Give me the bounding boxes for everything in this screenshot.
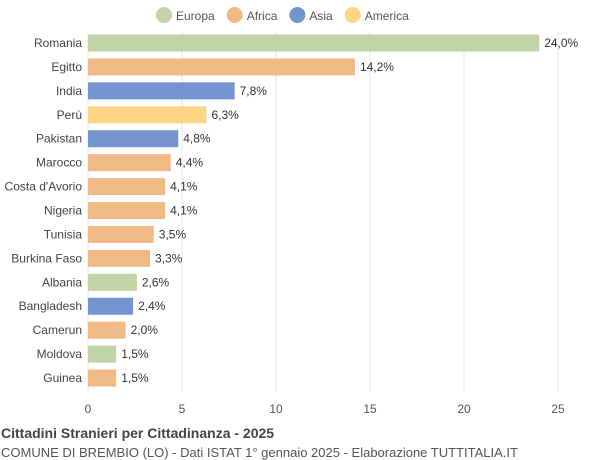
value-label: 1,5% [121, 347, 149, 361]
bar-chart: 0 5 10 15 20 25 Romania 24,0% Egitto 14,2% India 7,… [5, 7, 579, 416]
chart-subtitle: COMUNE DI BREMBIO (LO) - Dati ISTAT 1° g… [1, 445, 518, 460]
bar [88, 130, 179, 148]
value-label: 4,1% [170, 180, 198, 194]
value-label: 2,6% [142, 275, 170, 289]
value-label: 6,3% [211, 108, 239, 122]
category-label: Tunisia [44, 227, 83, 241]
x-tick-label: 15 [363, 402, 377, 416]
bar [88, 369, 117, 387]
x-tick-label: 5 [179, 402, 186, 416]
category-label: Burkina Faso [11, 251, 82, 265]
legend-swatch [156, 7, 172, 23]
bar [88, 321, 126, 339]
category-label: Romania [34, 36, 82, 50]
value-label: 4,1% [170, 204, 198, 218]
bar [88, 297, 134, 315]
value-label: 3,3% [155, 251, 183, 265]
x-tick-label: 0 [85, 402, 92, 416]
bar [88, 154, 171, 172]
value-label: 14,2% [360, 60, 394, 74]
category-label: Bangladesh [19, 299, 82, 313]
bar [88, 178, 166, 196]
bar [88, 106, 207, 124]
value-label: 7,8% [240, 84, 268, 98]
category-label: Egitto [51, 60, 82, 74]
category-label: Costa d'Avorio [5, 180, 83, 194]
category-label: Perù [57, 108, 82, 122]
legend-label: Europa [176, 9, 215, 23]
bar [88, 249, 151, 267]
x-tick-label: 10 [269, 402, 283, 416]
x-tick-label: 25 [551, 402, 565, 416]
category-label: Moldova [37, 347, 83, 361]
category-label: Camerun [33, 323, 82, 337]
bar [88, 225, 154, 243]
category-label: Albania [42, 275, 82, 289]
category-label: Pakistan [36, 132, 82, 146]
value-label: 4,4% [176, 156, 204, 170]
value-label: 2,4% [138, 299, 166, 313]
legend-swatch [226, 7, 243, 23]
bar [88, 345, 117, 363]
value-label: 2,0% [131, 323, 159, 337]
chart-title: Cittadini Stranieri per Cittadinanza - 2… [1, 425, 275, 441]
legend-label: America [365, 9, 409, 23]
legend-label: Africa [247, 9, 278, 23]
category-label: Nigeria [44, 204, 82, 218]
value-label: 4,8% [183, 132, 211, 146]
legend-swatch [344, 7, 361, 23]
legend-swatch [289, 7, 306, 23]
legend-label: Asia [309, 9, 333, 23]
category-label: Guinea [43, 371, 82, 385]
category-label: Marocco [36, 156, 82, 170]
category-label: India [56, 84, 82, 98]
x-tick-label: 20 [457, 402, 471, 416]
bar [88, 34, 540, 52]
value-label: 1,5% [121, 371, 149, 385]
bar [88, 273, 137, 291]
bar [88, 58, 355, 76]
bar [88, 82, 235, 100]
value-label: 24,0% [544, 36, 578, 50]
value-label: 3,5% [159, 227, 187, 241]
bar [88, 202, 166, 220]
